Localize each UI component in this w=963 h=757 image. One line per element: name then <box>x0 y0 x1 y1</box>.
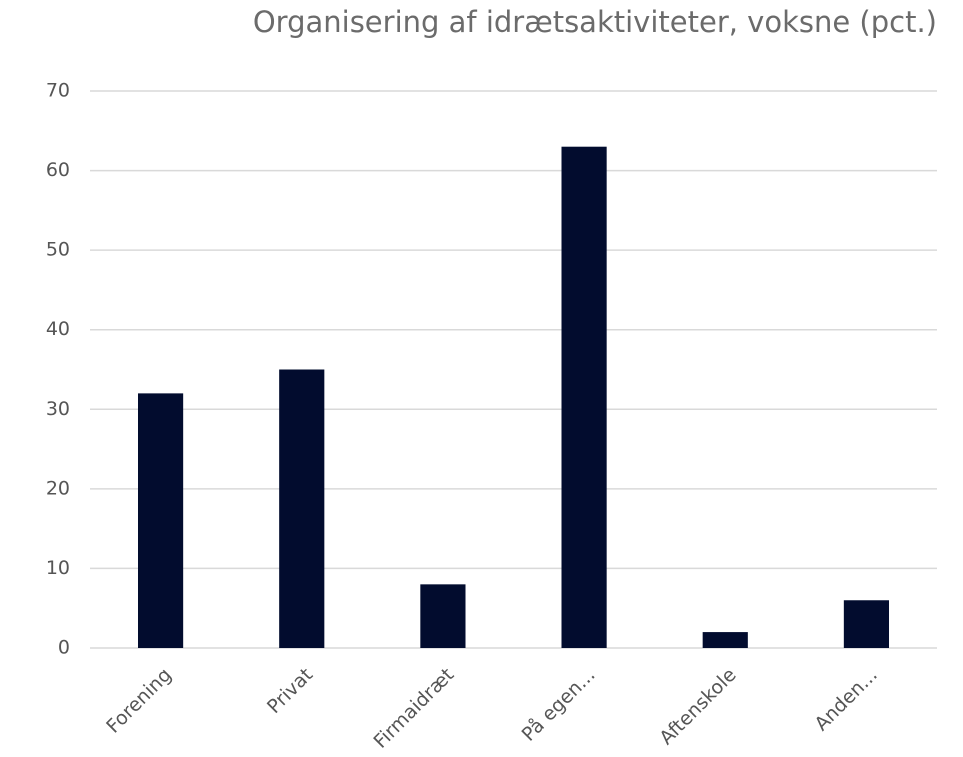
bar <box>279 369 325 648</box>
x-tick-label: Privat <box>263 664 317 718</box>
x-tick-label: Forening <box>102 664 176 738</box>
x-tick-label: Firmaidræt <box>369 664 458 753</box>
x-tick-label: Aftenskole <box>655 664 740 749</box>
y-tick-label: 60 <box>46 159 70 181</box>
bar <box>561 146 607 648</box>
bar <box>137 393 184 648</box>
y-tick-label: 70 <box>46 80 70 102</box>
y-tick-label: 20 <box>46 477 70 499</box>
y-tick-label: 40 <box>46 318 70 340</box>
bar <box>420 584 466 648</box>
y-tick-label: 10 <box>46 557 70 579</box>
x-tick-label: På egen... <box>517 663 600 746</box>
y-tick-label: 30 <box>46 398 70 420</box>
bar <box>843 600 890 648</box>
x-tick-label: Anden... <box>810 664 881 735</box>
y-tick-label: 0 <box>58 637 70 659</box>
chart-title: Organisering af idrætsaktiviteter, voksn… <box>253 5 937 39</box>
bar <box>702 632 748 648</box>
y-tick-label: 50 <box>46 239 70 261</box>
